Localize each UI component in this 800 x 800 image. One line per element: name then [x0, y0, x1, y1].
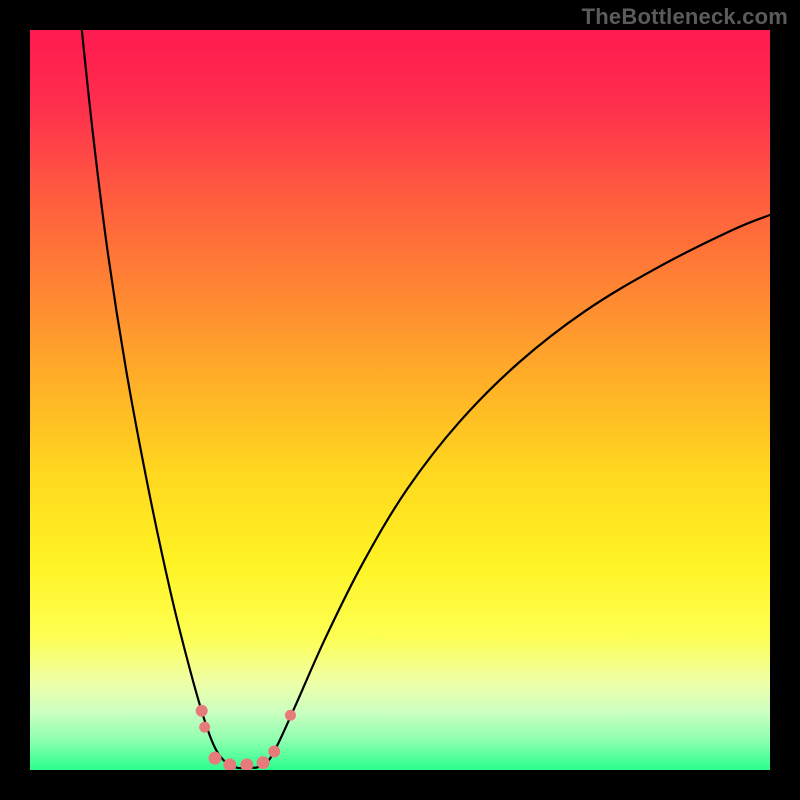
canvas-root: TheBottleneck.com [0, 0, 800, 800]
data-marker [257, 756, 270, 769]
watermark-text: TheBottleneck.com [582, 4, 788, 30]
data-marker [199, 722, 210, 733]
data-marker [209, 752, 222, 765]
bottleneck-curve [30, 30, 770, 770]
curve-left-branch [82, 30, 256, 768]
data-marker [240, 758, 253, 770]
curve-right-branch [256, 215, 770, 768]
data-marker [223, 758, 236, 770]
data-marker [196, 705, 208, 717]
data-marker [268, 746, 280, 758]
data-marker [285, 710, 296, 721]
plot-area [30, 30, 770, 770]
